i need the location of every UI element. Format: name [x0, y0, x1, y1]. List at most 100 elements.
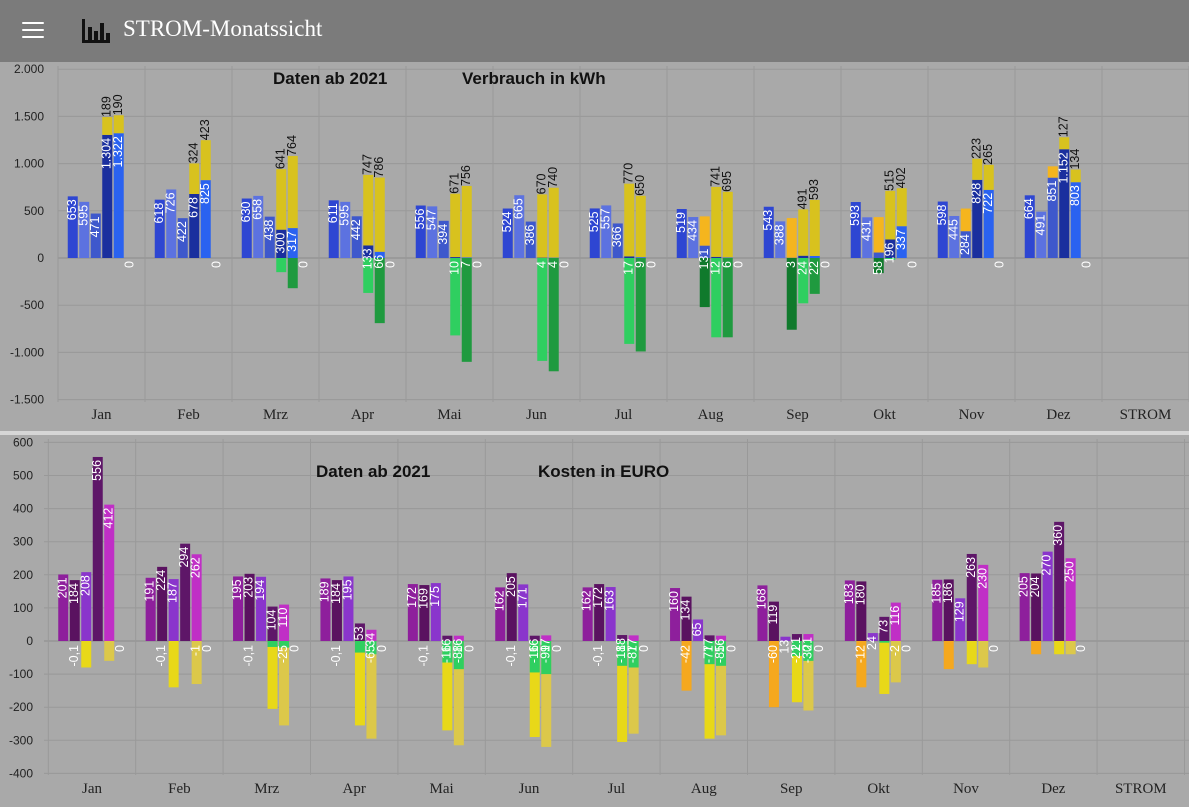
value-label: 471 — [88, 216, 102, 237]
consumption-bar — [949, 215, 960, 258]
credit-bar — [617, 641, 628, 666]
value-label: 16 — [713, 639, 727, 653]
x-tick-label: Feb — [168, 781, 191, 797]
cost-bar — [856, 581, 867, 641]
y-tick-label: -1.500 — [10, 393, 44, 407]
value-label: 556 — [413, 208, 427, 229]
consumption-bar — [374, 251, 385, 258]
consumption-bar — [983, 189, 994, 258]
value-label: 134 — [679, 600, 693, 621]
value-label: 17 — [702, 638, 716, 652]
y-tick-label: 0 — [37, 251, 44, 265]
pv-bar — [363, 174, 374, 246]
cost-bar — [955, 598, 966, 641]
cost-bar — [617, 635, 628, 641]
credit-bar — [529, 641, 540, 673]
chart-subtitle: Kosten in EURO — [538, 462, 669, 481]
feed-in-bar — [624, 258, 635, 344]
value-label: 110 — [276, 608, 290, 628]
value-label: 185 — [929, 583, 943, 604]
x-tick-label: Mai — [430, 781, 454, 797]
value-label: 0 — [209, 261, 223, 268]
value-label: 360 — [1051, 525, 1065, 546]
y-tick-label: 600 — [13, 435, 33, 449]
value-label: 65 — [690, 622, 704, 636]
value-label: 0 — [644, 261, 658, 268]
credit-value-label: -16 — [439, 645, 453, 663]
x-tick-label: Mrz — [263, 407, 288, 423]
value-label: 422 — [175, 221, 189, 242]
value-label: 73 — [876, 620, 890, 634]
credit-bar — [541, 641, 552, 675]
consumption-bar — [102, 134, 113, 258]
pv-value-label: 641 — [273, 148, 287, 169]
credit-bar — [366, 641, 377, 739]
credit-bar — [453, 641, 464, 670]
y-tick-label: 2.000 — [14, 62, 44, 76]
pv-value-label: 741 — [708, 166, 722, 187]
credit-bar — [803, 641, 814, 661]
menu-icon[interactable] — [22, 22, 44, 40]
consumption-bar — [688, 217, 699, 258]
credit-value-label: -25 — [276, 645, 290, 663]
cost-bar — [267, 606, 278, 641]
value-label: 17 — [626, 638, 640, 652]
credit-bar — [279, 641, 290, 726]
pv-value-label: 770 — [621, 163, 635, 184]
cost-chart-panel: 600 500 400 300 200 100 0 -100 -200 -300 -400 Jan Fe… — [0, 435, 1189, 807]
cost-bar — [407, 584, 418, 641]
cost-bar — [768, 601, 779, 641]
credit-value-label: 0 — [200, 645, 214, 652]
cost-bar — [605, 587, 616, 641]
consumption-bar — [438, 220, 449, 258]
cost-bar — [978, 564, 989, 641]
value-label: 263 — [964, 557, 978, 578]
pv-value-label: 491 — [795, 188, 809, 209]
consumption-bar — [1024, 195, 1035, 258]
feed-in-bar — [786, 258, 797, 330]
cost-bar — [716, 635, 727, 641]
value-label: 10 — [447, 261, 461, 275]
y-tick-label: 1.000 — [14, 157, 44, 171]
cost-bar — [681, 596, 692, 641]
pv-bar — [200, 140, 211, 181]
value-label: 180 — [853, 584, 867, 605]
value-label: 6 — [720, 261, 734, 268]
pv-bar — [1070, 169, 1081, 183]
cost-bar — [879, 616, 890, 641]
credit-value-label: -0,1 — [154, 645, 168, 667]
value-label: 17 — [538, 638, 552, 652]
x-tick-label: STROM — [1115, 781, 1167, 797]
cost-bar — [1054, 521, 1065, 641]
value-label: 0 — [905, 261, 919, 268]
credit-value-label: -99 — [538, 645, 552, 663]
pv-value-label: 764 — [285, 135, 299, 156]
pv-bar — [113, 115, 124, 134]
cost-bar — [890, 602, 901, 641]
cost-bar — [1042, 551, 1053, 641]
value-label: 337 — [894, 229, 908, 250]
value-label: 803 — [1068, 185, 1082, 206]
credit-bar — [704, 641, 715, 665]
value-label: 630 — [239, 201, 253, 222]
value-label: 116 — [888, 606, 902, 626]
credit-value-label: -85 — [713, 645, 727, 663]
value-label: 722 — [981, 193, 995, 214]
value-label: 16 — [439, 639, 453, 653]
consumption-bar — [699, 245, 710, 258]
feed-in-bar — [885, 258, 896, 260]
consumption-bar — [850, 202, 861, 258]
credit-value-label: -87 — [626, 645, 640, 663]
cost-bar — [331, 580, 342, 641]
value-label: 17 — [621, 261, 635, 275]
consumption-bar — [189, 193, 200, 258]
credit-value-label: -16 — [527, 645, 541, 663]
consumption-bar — [763, 206, 774, 258]
y-tick-label: 300 — [13, 535, 33, 549]
cost-bar — [670, 588, 681, 641]
feed-in-bar — [450, 258, 461, 336]
value-label: 183 — [842, 583, 856, 604]
cost-bar — [594, 584, 605, 641]
consumption-bar — [885, 239, 896, 258]
value-label: 386 — [523, 225, 537, 246]
